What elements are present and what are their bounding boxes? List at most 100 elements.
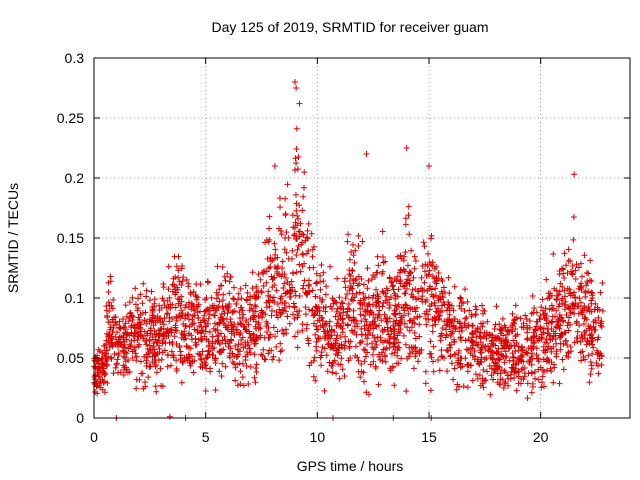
data-point [431, 299, 438, 306]
data-point [472, 303, 479, 310]
data-point [579, 333, 586, 340]
data-point [212, 355, 219, 362]
data-point [244, 297, 251, 304]
data-point [429, 273, 436, 280]
data-point [365, 391, 372, 398]
data-point [236, 315, 243, 322]
data-point [509, 353, 516, 360]
data-point [277, 348, 284, 355]
data-point [146, 363, 153, 370]
data-point [276, 357, 283, 364]
data-point [361, 358, 368, 365]
data-point [492, 366, 499, 373]
data-point [226, 340, 233, 347]
data-point [424, 311, 431, 318]
x-tick-label: 15 [421, 429, 437, 445]
data-point [346, 271, 353, 278]
data-point [115, 369, 122, 376]
data-point [543, 340, 550, 347]
data-point [178, 379, 185, 386]
data-point [272, 333, 279, 340]
data-point [153, 388, 160, 395]
data-point [526, 318, 533, 325]
data-point [473, 306, 480, 313]
data-point [106, 338, 113, 345]
data-points [91, 79, 606, 421]
data-point [535, 366, 542, 373]
data-point [584, 338, 591, 345]
data-point [425, 250, 432, 257]
data-point [247, 293, 254, 300]
data-point [565, 246, 572, 253]
data-point [431, 265, 438, 272]
data-point [315, 303, 322, 310]
data-point [483, 355, 490, 362]
data-point [450, 323, 457, 330]
data-point [472, 312, 479, 319]
data-point [443, 332, 450, 339]
data-point [412, 308, 419, 315]
data-point [308, 230, 315, 237]
data-point [550, 379, 557, 386]
data-point [574, 328, 581, 335]
data-point [251, 291, 258, 298]
data-point [209, 345, 216, 352]
data-point [176, 296, 183, 303]
data-point [528, 310, 535, 317]
data-point [571, 289, 578, 296]
data-point [269, 284, 276, 291]
data-point [345, 300, 352, 307]
data-point [234, 320, 241, 327]
data-point [301, 260, 308, 267]
data-point [186, 330, 193, 337]
data-point [199, 348, 206, 355]
data-point [274, 254, 281, 261]
data-point [334, 320, 341, 327]
data-point [372, 363, 379, 370]
data-point [477, 329, 484, 336]
data-point [503, 353, 510, 360]
data-point [339, 366, 346, 373]
data-point [353, 276, 360, 283]
data-point [479, 375, 486, 382]
data-point [344, 305, 351, 312]
data-point [428, 350, 435, 357]
data-point [585, 352, 592, 359]
data-point [346, 306, 353, 313]
data-point [159, 331, 166, 338]
data-point [377, 356, 384, 363]
data-point [522, 312, 529, 319]
data-point [150, 314, 157, 321]
data-point [148, 317, 155, 324]
data-point [243, 317, 250, 324]
data-point [487, 344, 494, 351]
data-point [305, 247, 312, 254]
data-point [553, 307, 560, 314]
data-point [230, 308, 237, 315]
data-point [365, 277, 372, 284]
data-point [293, 308, 300, 315]
data-point [488, 352, 495, 359]
data-point [435, 316, 442, 323]
data-point [498, 367, 505, 374]
data-point [577, 299, 584, 306]
data-point [234, 361, 241, 368]
data-point [166, 318, 173, 325]
data-point [580, 353, 587, 360]
x-axis-label: GPS time / hours [297, 458, 404, 474]
data-point [341, 275, 348, 282]
data-point [178, 307, 185, 314]
data-point [123, 313, 130, 320]
data-point [226, 290, 233, 297]
data-point [587, 257, 594, 264]
data-point [406, 231, 413, 238]
data-point [264, 320, 271, 327]
data-point [328, 332, 335, 339]
data-point [150, 322, 157, 329]
data-point [550, 305, 557, 312]
data-point [334, 352, 341, 359]
data-point [593, 347, 600, 354]
data-point [110, 296, 117, 303]
data-point [597, 350, 604, 357]
data-point [317, 272, 324, 279]
